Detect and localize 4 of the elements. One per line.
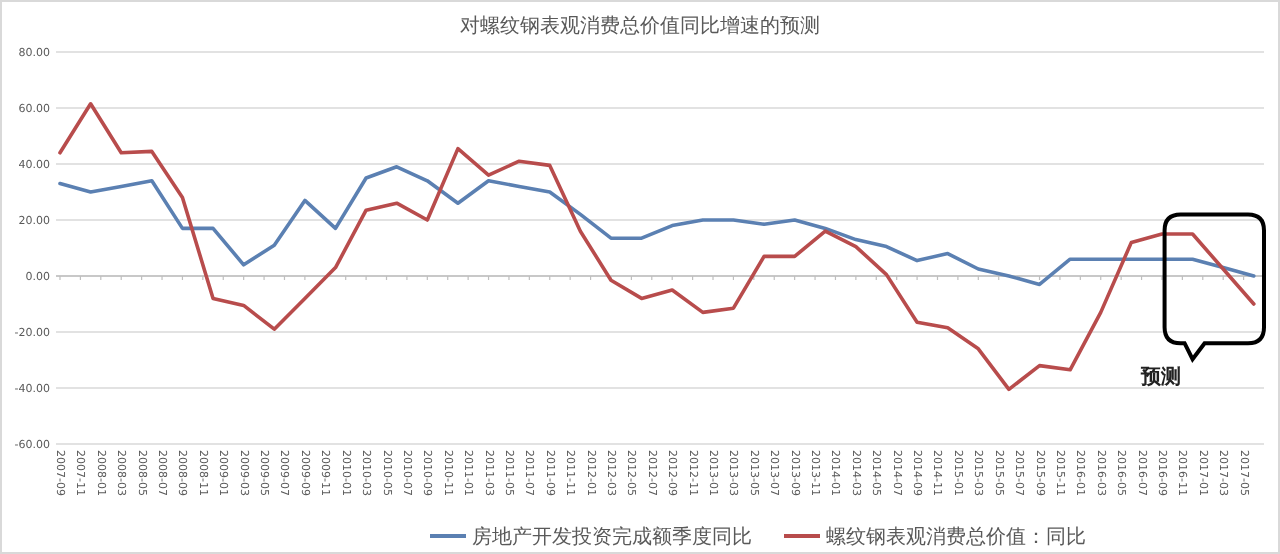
legend-label: 螺纹钢表观消费总价值：同比 (826, 525, 1086, 549)
annotation: 预测 (1138, 365, 1181, 390)
chart-title: 对螺纹钢表观消费总价值同比增速的预测 (460, 14, 820, 38)
legend-label: 房地产开发投资完成额季度同比 (472, 525, 752, 549)
